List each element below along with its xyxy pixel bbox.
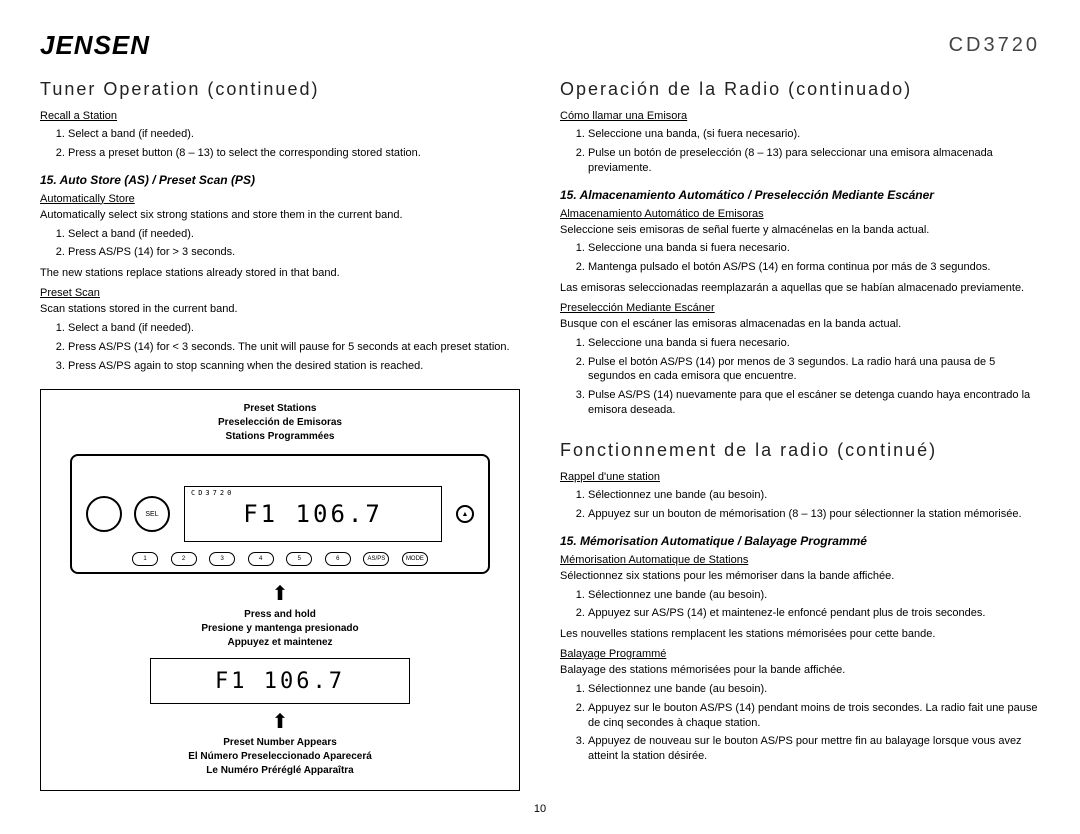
list-item: Select a band (if needed). [68, 125, 520, 144]
caption-line: Le Numéro Préréglé Apparaîtra [53, 764, 507, 778]
list-item: Press AS/PS (14) for < 3 seconds. The un… [68, 338, 520, 357]
preset-button-row: 1 2 3 4 5 6 AS/PS MODE [132, 552, 428, 566]
autostore-intro-es: Seleccione seis emisoras de señal fuerte… [560, 223, 1040, 238]
presetscan-intro: Scan stations stored in the current band… [40, 302, 520, 317]
autostore-steps: Select a band (if needed). Press AS/PS (… [68, 225, 520, 263]
autostore-steps-es: Seleccione una banda si fuera necesario.… [588, 239, 1040, 277]
caption-line: Stations Programmées [53, 430, 507, 444]
preset-btn: 1 [132, 552, 158, 566]
list-item: Sélectionnez une bande (au besoin). [588, 486, 1040, 505]
autostore-steps-fr: Sélectionnez une bande (au besoin). Appu… [588, 586, 1040, 624]
right-column: Operación de la Radio (continuado) Cómo … [560, 79, 1040, 791]
recall-heading-fr: Rappel d'une station [560, 471, 1040, 483]
autostore-outro-es: Las emisoras seleccionadas reemplazarán … [560, 281, 1040, 296]
list-item: Pulse AS/PS (14) nuevamente para que el … [588, 386, 1040, 420]
volume-knob-icon [86, 496, 122, 532]
preset-btn: 2 [171, 552, 197, 566]
lcd-model-label: CD3720 [191, 489, 234, 497]
caption-line: Preset Stations [53, 402, 507, 416]
list-item: Press AS/PS again to stop scanning when … [68, 357, 520, 376]
caption-line: Presione y mantenga presionado [53, 622, 507, 636]
list-item: Select a band (if needed). [68, 225, 520, 244]
eject-button-icon: ▲ [456, 505, 474, 523]
autostore-heading-fr: Mémorisation Automatique de Stations [560, 554, 1040, 566]
list-item: Press a preset button (8 – 13) to select… [68, 144, 520, 163]
sel-knob-icon: SEL [134, 496, 170, 532]
caption-line: Preset Number Appears [53, 736, 507, 750]
arrow-up-icon: ⬆ [53, 584, 507, 604]
radio-device-drawing: SEL CD3720 F1 106.7 ▲ 1 2 3 4 5 6 AS/PS … [70, 454, 490, 574]
list-item: Sélectionnez une bande (au besoin). [588, 680, 1040, 699]
autostore-intro: Automatically select six strong stations… [40, 208, 520, 223]
autostore-outro-fr: Les nouvelles stations remplacent les st… [560, 627, 1040, 642]
asps-btn: AS/PS [363, 552, 389, 566]
presetscan-steps: Select a band (if needed). Press AS/PS (… [68, 319, 520, 376]
list-item: Pulse el botón AS/PS (14) por menos de 3… [588, 353, 1040, 387]
page-header: JENSEN CD3720 [40, 30, 1040, 61]
feature-title-en: 15. Auto Store (AS) / Preset Scan (PS) [40, 173, 520, 187]
recall-steps: Select a band (if needed). Press a prese… [68, 125, 520, 163]
preset-btn: 3 [209, 552, 235, 566]
mode-btn: MODE [402, 552, 428, 566]
list-item: Pulse un botón de preselección (8 – 13) … [588, 144, 1040, 178]
list-item: Seleccione una banda si fuera necesario. [588, 334, 1040, 353]
list-item: Appuyez sur le bouton AS/PS (14) pendant… [588, 699, 1040, 733]
section-title-en: Tuner Operation (continued) [40, 79, 520, 100]
list-item: Seleccione una banda si fuera necesario. [588, 239, 1040, 258]
autostore-intro-fr: Sélectionnez six stations pour les mémor… [560, 569, 1040, 584]
section-title-fr: Fonctionnement de la radio (continué) [560, 440, 1040, 461]
preset-btn: 5 [286, 552, 312, 566]
autostore-heading-es: Almacenamiento Automático de Emisoras [560, 208, 1040, 220]
page-number: 10 [40, 803, 1040, 815]
presetscan-heading-es: Preselección Mediante Escáner [560, 302, 1040, 314]
caption-line: Preselección de Emisoras [53, 416, 507, 430]
model-number: CD3720 [949, 34, 1040, 57]
presetscan-heading: Preset Scan [40, 287, 520, 299]
lcd-closeup-text: F1 106.7 [215, 669, 345, 694]
list-item: Press AS/PS (14) for > 3 seconds. [68, 243, 520, 262]
autostore-heading: Automatically Store [40, 193, 520, 205]
caption-line: Appuyez et maintenez [53, 636, 507, 650]
left-column: Tuner Operation (continued) Recall a Sta… [40, 79, 520, 791]
presetscan-heading-fr: Balayage Programmé [560, 648, 1040, 660]
lcd-display: CD3720 F1 106.7 [184, 486, 442, 542]
recall-steps-es: Seleccione una banda, (si fuera necesari… [588, 125, 1040, 178]
presetscan-steps-fr: Sélectionnez une bande (au besoin). Appu… [588, 680, 1040, 766]
presetscan-intro-es: Busque con el escáner las emisoras almac… [560, 317, 1040, 332]
list-item: Appuyez sur un bouton de mémorisation (8… [588, 505, 1040, 524]
lcd-main-text: F1 106.7 [243, 500, 383, 528]
content-columns: Tuner Operation (continued) Recall a Sta… [40, 79, 1040, 791]
list-item: Seleccione una banda, (si fuera necesari… [588, 125, 1040, 144]
preset-btn: 6 [325, 552, 351, 566]
brand-logo: JENSEN [40, 30, 150, 61]
list-item: Appuyez de nouveau sur le bouton AS/PS p… [588, 732, 1040, 766]
section-title-es: Operación de la Radio (continuado) [560, 79, 1040, 100]
recall-heading-es: Cómo llamar una Emisora [560, 110, 1040, 122]
feature-title-es: 15. Almacenamiento Automático / Preselec… [560, 188, 1040, 202]
autostore-outro: The new stations replace stations alread… [40, 266, 520, 281]
caption-line: El Número Preseleccionado Aparecerá [53, 750, 507, 764]
presetscan-steps-es: Seleccione una banda si fuera necesario.… [588, 334, 1040, 420]
recall-heading: Recall a Station [40, 110, 520, 122]
list-item: Select a band (if needed). [68, 319, 520, 338]
device-diagram-box: Preset Stations Preselección de Emisoras… [40, 389, 520, 791]
presetscan-intro-fr: Balayage des stations mémorisées pour la… [560, 663, 1040, 678]
lcd-closeup: F1 106.7 [150, 658, 410, 704]
recall-steps-fr: Sélectionnez une bande (au besoin). Appu… [588, 486, 1040, 524]
arrow-up-icon: ⬆ [53, 712, 507, 732]
list-item: Sélectionnez une bande (au besoin). [588, 586, 1040, 605]
list-item: Mantenga pulsado el botón AS/PS (14) en … [588, 258, 1040, 277]
feature-title-fr: 15. Mémorisation Automatique / Balayage … [560, 534, 1040, 548]
list-item: Appuyez sur AS/PS (14) et maintenez-le e… [588, 604, 1040, 623]
caption-line: Press and hold [53, 608, 507, 622]
preset-btn: 4 [248, 552, 274, 566]
